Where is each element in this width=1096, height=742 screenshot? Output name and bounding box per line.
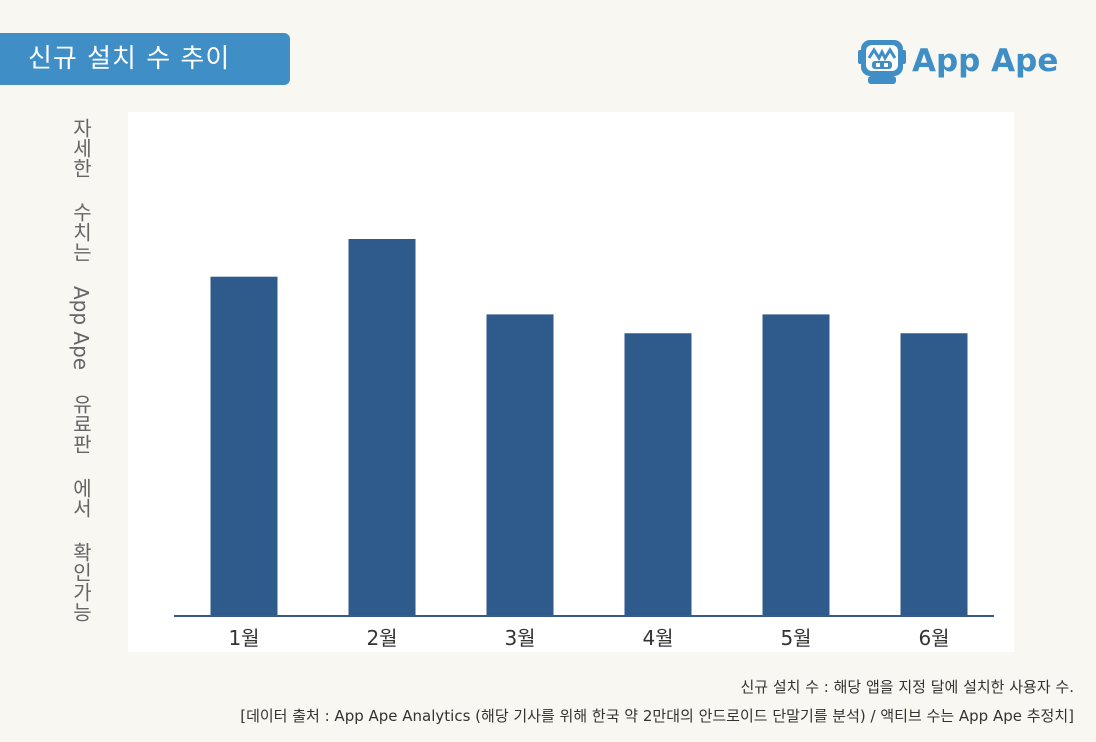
brand: App Ape <box>858 34 1058 88</box>
bar-5 <box>762 314 830 616</box>
x-tick-label: 2월 <box>366 626 397 650</box>
bar-4 <box>624 333 692 616</box>
bar-3 <box>486 314 554 616</box>
y-axis-label-part2: App Ape <box>69 286 93 371</box>
bar-2 <box>348 239 416 616</box>
x-tick-label: 3월 <box>504 626 535 650</box>
x-tick-label: 1월 <box>228 626 259 650</box>
app-ape-robot-icon <box>858 40 906 84</box>
y-axis-label-part1: 자세한 수치는 <box>69 118 93 286</box>
footnote-definition: 신규 설치 수 : 해당 앱을 지정 달에 설치한 사용자 수. <box>740 678 1074 696</box>
y-axis-label: 자세한 수치는 App Ape 유료판 에서 확인가능 <box>62 118 93 623</box>
brand-name: App Ape <box>912 43 1059 79</box>
bar-chart: 1월 2월 3월 4월 5월 6월 <box>174 239 994 650</box>
footnote-source: [데이터 출처 : App Ape Analytics (해당 기사를 위해 한… <box>240 707 1074 725</box>
x-tick-label: 5월 <box>780 626 811 650</box>
bar-6 <box>900 333 968 616</box>
bar-1 <box>210 276 278 616</box>
x-tick-label: 4월 <box>642 626 673 650</box>
y-axis-label-part3: 유료판 에서 확인가능 <box>69 370 93 623</box>
x-tick-label: 6월 <box>918 626 949 650</box>
chart-title: 신규 설치 수 추이 <box>0 33 290 85</box>
